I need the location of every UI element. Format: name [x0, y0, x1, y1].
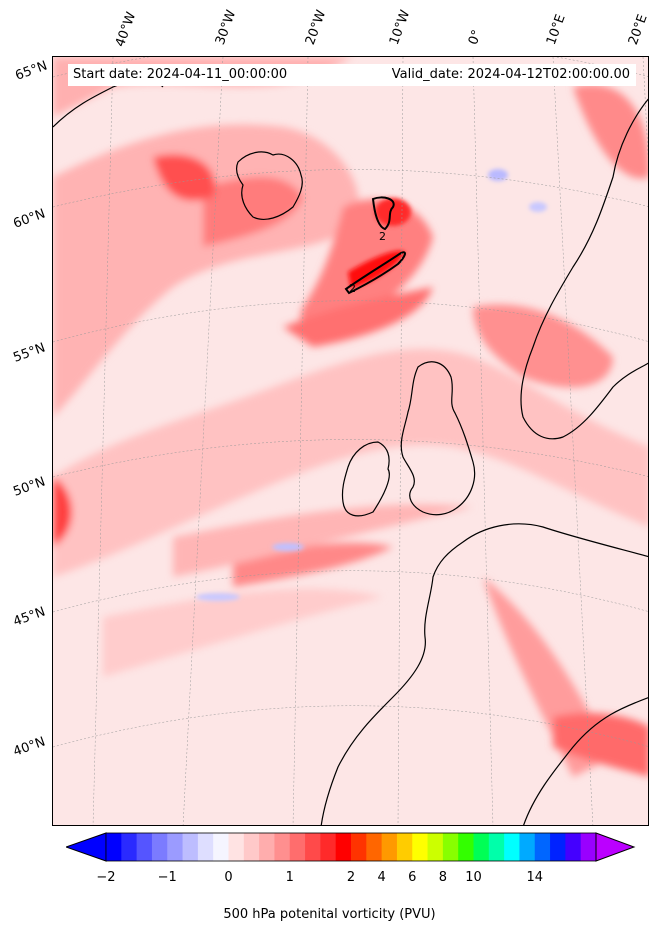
- colorbar-cell: [381, 833, 398, 861]
- colorbar-tick-label: −2: [96, 870, 116, 885]
- colorbar-cell: [473, 833, 490, 861]
- colorbar-cell: [335, 833, 352, 861]
- lon-label-10e: 10°E: [543, 12, 569, 48]
- colorbar-cell: [550, 833, 566, 861]
- contour-label-2: 2: [379, 230, 386, 243]
- lat-label-50n: 50°N: [11, 474, 48, 500]
- lon-label-40w: 40°W: [112, 10, 140, 49]
- colorbar-cell: [136, 833, 153, 861]
- coastlines: [53, 79, 648, 825]
- colorbar-tick-label: 4: [377, 870, 386, 885]
- start-date-label: Start date: 2024-04-11_00:00:00: [73, 67, 288, 82]
- colorbar-cell: [228, 833, 245, 861]
- colorbar-cell: [121, 833, 138, 861]
- colorbar-tick-label: 14: [526, 870, 544, 885]
- map-area: 2 2: [52, 56, 649, 826]
- lat-label-60n: 60°N: [11, 206, 48, 232]
- pv-2-contour: [344, 251, 406, 295]
- pv-2-contour-north: [371, 196, 395, 231]
- colorbar-cell: [167, 833, 184, 861]
- colorbar-cell: [534, 833, 551, 861]
- colorbar-cell: [396, 833, 413, 861]
- colorbar-cell: [442, 833, 459, 861]
- lon-label-20e: 20°E: [625, 12, 651, 48]
- colorbar-cell: [366, 833, 383, 861]
- colorbar-tick-label: 10: [465, 870, 482, 885]
- colorbar-under-arrow: [66, 832, 107, 862]
- colorbar-cell: [182, 833, 199, 861]
- contour-label: 2: [349, 282, 356, 295]
- colorbar-cell: [427, 833, 444, 861]
- lon-label-0: 0°: [465, 27, 486, 47]
- colorbar-cell: [412, 833, 429, 861]
- colorbar-tick-label: 1: [285, 870, 294, 885]
- lat-label-65n: 65°N: [13, 58, 50, 84]
- colorbar-tick-label: 2: [346, 870, 356, 885]
- colorbar-cell: [213, 833, 229, 861]
- colorbar-cell: [106, 833, 122, 861]
- colorbar-tick-label: 6: [408, 870, 417, 885]
- colorbar-cell: [519, 833, 536, 861]
- colorbar-cell: [197, 833, 214, 861]
- lat-label-45n: 45°N: [11, 604, 48, 630]
- colorbar-tick-label: 8: [438, 870, 448, 885]
- colorbar-cell: [274, 833, 291, 861]
- valid-date-label: Valid_date: 2024-04-12T02:00:00.00: [391, 67, 630, 82]
- colorbar-cell: [565, 833, 582, 861]
- colorbar-label: 500 hPa potenital vorticity (PVU): [223, 907, 436, 922]
- pv-shading: [53, 57, 648, 777]
- colorbar-cell: [289, 833, 306, 861]
- info-box: Start date: 2024-04-11_00:00:00 Valid_da…: [68, 64, 636, 86]
- colorbar-cell: [504, 833, 520, 861]
- lon-label-10w: 10°W: [386, 8, 414, 47]
- lon-label-20w: 20°W: [302, 8, 330, 47]
- colorbar-tick-label: −1: [157, 870, 177, 885]
- graticule: [53, 57, 648, 825]
- lon-label-30w: 30°W: [212, 8, 240, 47]
- lat-label-40n: 40°N: [11, 734, 48, 760]
- colorbar-cell: [580, 833, 597, 861]
- colorbar-over-arrow: [595, 832, 636, 862]
- colorbar-cells: [106, 833, 597, 861]
- lat-label-55n: 55°N: [11, 340, 48, 366]
- colorbar-tick-label: 0: [224, 870, 233, 885]
- colorbar-cell: [320, 833, 337, 861]
- colorbar-cell: [351, 833, 367, 861]
- colorbar-cell: [243, 833, 260, 861]
- colorbar-cell: [259, 833, 275, 861]
- pv-field-map: 2 2: [53, 57, 648, 825]
- colorbar-cell: [151, 833, 168, 861]
- colorbar-cell: [488, 833, 505, 861]
- colorbar-cell: [305, 833, 321, 861]
- colorbar-cell: [458, 833, 474, 861]
- colorbar: [66, 832, 636, 862]
